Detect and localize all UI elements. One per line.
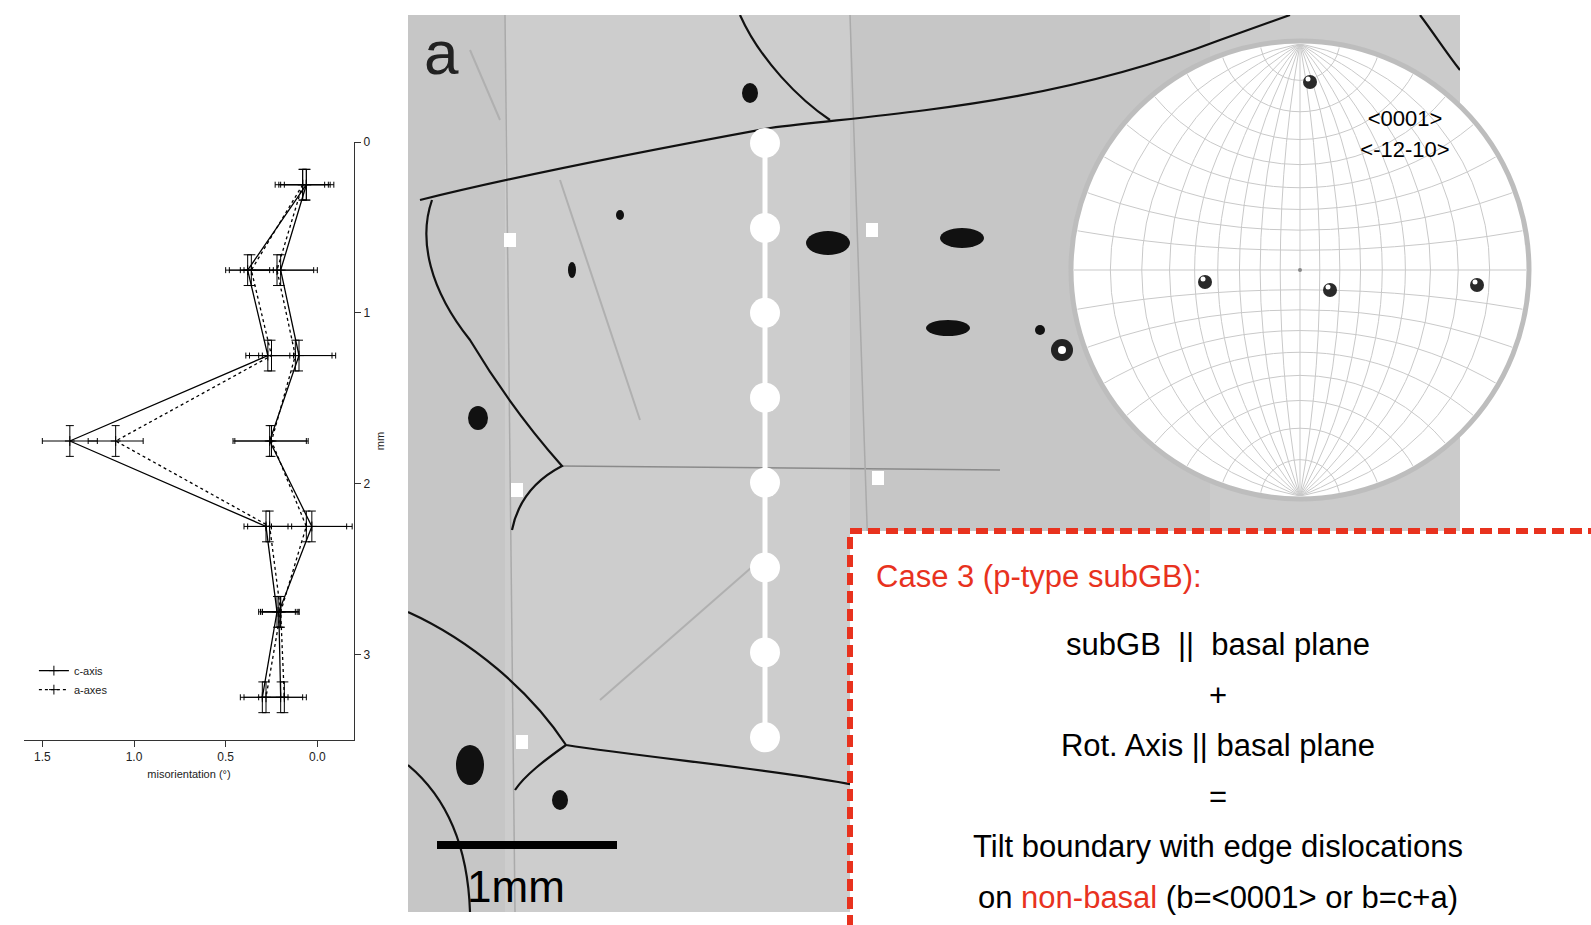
svg-text:misorientation (°): misorientation (°)	[147, 768, 230, 780]
svg-text:a-axes: a-axes	[74, 684, 108, 696]
svg-text:+: +	[1209, 678, 1227, 713]
svg-text:Tilt boundary with edge disloc: Tilt boundary with edge dislocations	[973, 829, 1463, 864]
svg-text:1.5: 1.5	[34, 750, 51, 764]
svg-text:Rot. Axis || basal plane: Rot. Axis || basal plane	[1061, 728, 1375, 763]
svg-text:=: =	[1209, 779, 1227, 814]
svg-text:0.0: 0.0	[309, 750, 326, 764]
svg-text:2: 2	[363, 477, 370, 491]
svg-text:1: 1	[363, 306, 370, 320]
svg-text:c-axis: c-axis	[74, 665, 103, 677]
svg-text:a: a	[424, 18, 459, 87]
svg-text:on non-basal (b=<0001> or b=c+: on non-basal (b=<0001> or b=c+a)	[978, 880, 1458, 915]
svg-text:<0001>: <0001>	[1368, 106, 1443, 131]
svg-text:subGB || basal plane: subGB || basal plane	[1066, 627, 1370, 662]
svg-text:0: 0	[363, 135, 370, 149]
svg-text:1mm: 1mm	[467, 862, 565, 911]
svg-text:Case 3 (p-type subGB):: Case 3 (p-type subGB):	[876, 559, 1202, 594]
svg-text:1.0: 1.0	[126, 750, 143, 764]
svg-text:<-12-10>: <-12-10>	[1360, 137, 1449, 162]
svg-text:0.5: 0.5	[217, 750, 234, 764]
svg-text:mm: mm	[374, 432, 386, 450]
svg-text:3: 3	[363, 648, 370, 662]
